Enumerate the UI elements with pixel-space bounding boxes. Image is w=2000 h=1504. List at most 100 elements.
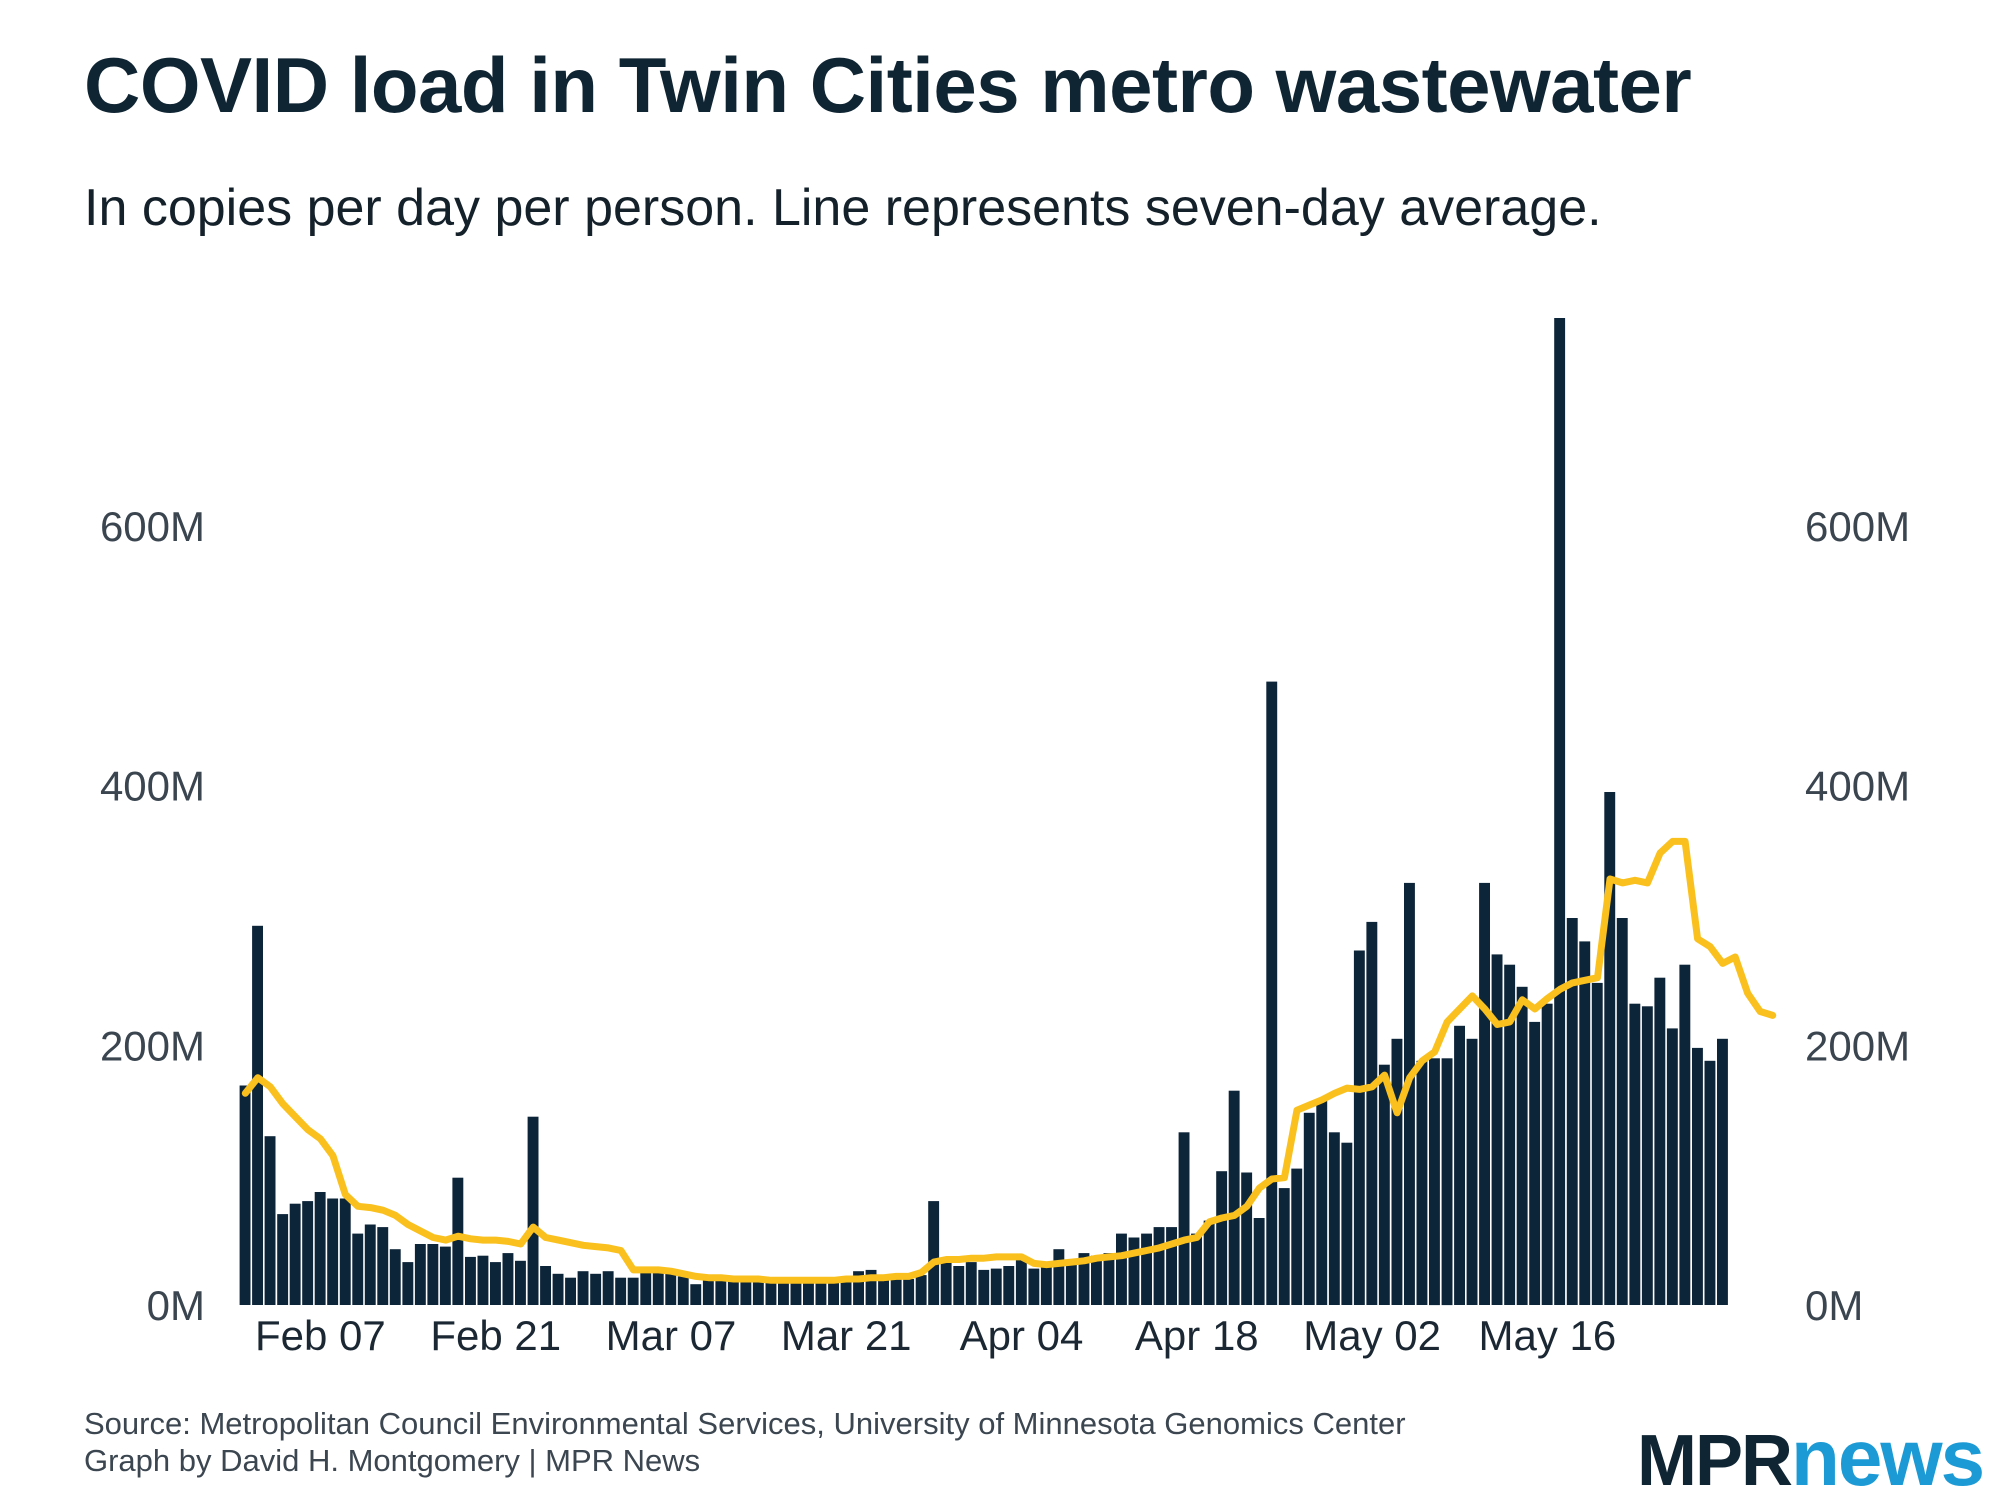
bar	[1566, 918, 1578, 1305]
bar	[490, 1262, 501, 1305]
x-tick-label: Apr 04	[960, 1312, 1084, 1359]
bar	[928, 1201, 940, 1305]
bar	[252, 925, 263, 1305]
bar	[1103, 1253, 1115, 1305]
bar	[1153, 1227, 1165, 1305]
bar	[1266, 681, 1278, 1305]
bar	[502, 1253, 514, 1305]
bar	[1717, 1038, 1728, 1305]
bar	[1692, 1047, 1703, 1305]
bar	[1404, 882, 1415, 1305]
bar	[1641, 1006, 1653, 1305]
bar	[402, 1262, 414, 1305]
bar	[677, 1276, 689, 1305]
seven-day-average-line	[241, 837, 1777, 1284]
x-tick-label: May 16	[1479, 1312, 1617, 1359]
bar	[264, 1136, 276, 1305]
bar	[1353, 950, 1365, 1305]
bar	[1529, 1021, 1541, 1305]
y-tick-label-right: 0M	[1805, 1282, 1863, 1329]
bar	[1316, 1099, 1328, 1305]
bar	[1341, 1142, 1353, 1305]
bar	[1441, 1058, 1453, 1306]
bar	[1616, 918, 1628, 1305]
bar	[364, 1224, 376, 1305]
bar	[1116, 1233, 1127, 1305]
y-tick-label-right: 600M	[1805, 503, 1910, 550]
x-tick-label: Mar 07	[606, 1312, 737, 1359]
bar	[452, 1177, 464, 1305]
bar	[302, 1201, 314, 1305]
bar	[1391, 1038, 1403, 1305]
bar	[1504, 964, 1516, 1305]
bar	[615, 1277, 627, 1305]
x-tick-label: Apr 18	[1135, 1312, 1259, 1359]
bar	[965, 1262, 977, 1305]
bar	[727, 1281, 739, 1305]
bar	[1015, 1255, 1027, 1305]
source-note: Source: Metropolitan Council Environment…	[84, 1405, 1406, 1479]
bar	[427, 1244, 439, 1305]
bar	[1491, 954, 1503, 1305]
bar	[1040, 1263, 1052, 1305]
y-tick-label-left: 600M	[100, 503, 205, 550]
bar	[515, 1260, 526, 1305]
x-tick-label: May 02	[1303, 1312, 1441, 1359]
bar	[577, 1271, 589, 1305]
bar	[1128, 1237, 1140, 1305]
logo-news-text: news	[1791, 1413, 1985, 1502]
y-axis-right: 0M 200M 400M 600M	[1805, 503, 1910, 1329]
y-tick-label-right: 400M	[1805, 763, 1910, 810]
bar	[352, 1233, 364, 1305]
bar	[915, 1275, 927, 1305]
bar	[465, 1256, 476, 1305]
bar	[715, 1280, 727, 1305]
x-tick-label: Mar 21	[781, 1312, 912, 1359]
bar	[1216, 1171, 1228, 1305]
bar	[1366, 921, 1378, 1305]
bar	[477, 1255, 489, 1305]
bar	[1416, 1060, 1428, 1305]
bar	[327, 1198, 339, 1305]
bar	[239, 1085, 251, 1305]
bar	[1429, 1058, 1440, 1306]
bar	[990, 1268, 1002, 1305]
source-line: Source: Metropolitan Council Environment…	[84, 1406, 1406, 1441]
bar	[1191, 1233, 1202, 1305]
bar	[1454, 1025, 1465, 1305]
bar	[1178, 1132, 1190, 1305]
bar	[1253, 1218, 1265, 1305]
bar	[1378, 1064, 1390, 1305]
bar	[414, 1244, 426, 1305]
x-axis: Feb 07 Feb 21 Mar 07 Mar 21 Apr 04 Apr 18 May …	[255, 1312, 1616, 1359]
y-tick-label-left: 200M	[100, 1022, 205, 1069]
bar	[1091, 1255, 1102, 1305]
bar	[1629, 1003, 1641, 1305]
bar	[277, 1214, 289, 1305]
bar	[765, 1281, 777, 1305]
bar	[1541, 1003, 1553, 1305]
y-tick-label-left: 400M	[100, 763, 205, 810]
chart-title: COVID load in Twin Cities metro wastewat…	[84, 41, 1692, 129]
bar	[627, 1277, 639, 1305]
bar	[1604, 792, 1616, 1305]
bar	[1704, 1060, 1716, 1305]
bar	[903, 1279, 915, 1305]
bar	[377, 1227, 389, 1305]
bar	[865, 1269, 877, 1305]
bar	[790, 1281, 802, 1305]
bar	[1591, 982, 1603, 1305]
bar	[1654, 977, 1666, 1305]
bar	[815, 1281, 827, 1305]
bar	[1228, 1090, 1240, 1305]
bar	[953, 1266, 965, 1305]
bar	[389, 1249, 401, 1305]
bar	[702, 1279, 714, 1305]
bar	[565, 1277, 576, 1305]
bar	[752, 1281, 764, 1305]
bar	[339, 1198, 351, 1305]
y-axis-left: 0M 200M 400M 600M	[100, 503, 205, 1329]
bar	[1303, 1112, 1315, 1305]
y-tick-label-right: 200M	[1805, 1022, 1910, 1069]
